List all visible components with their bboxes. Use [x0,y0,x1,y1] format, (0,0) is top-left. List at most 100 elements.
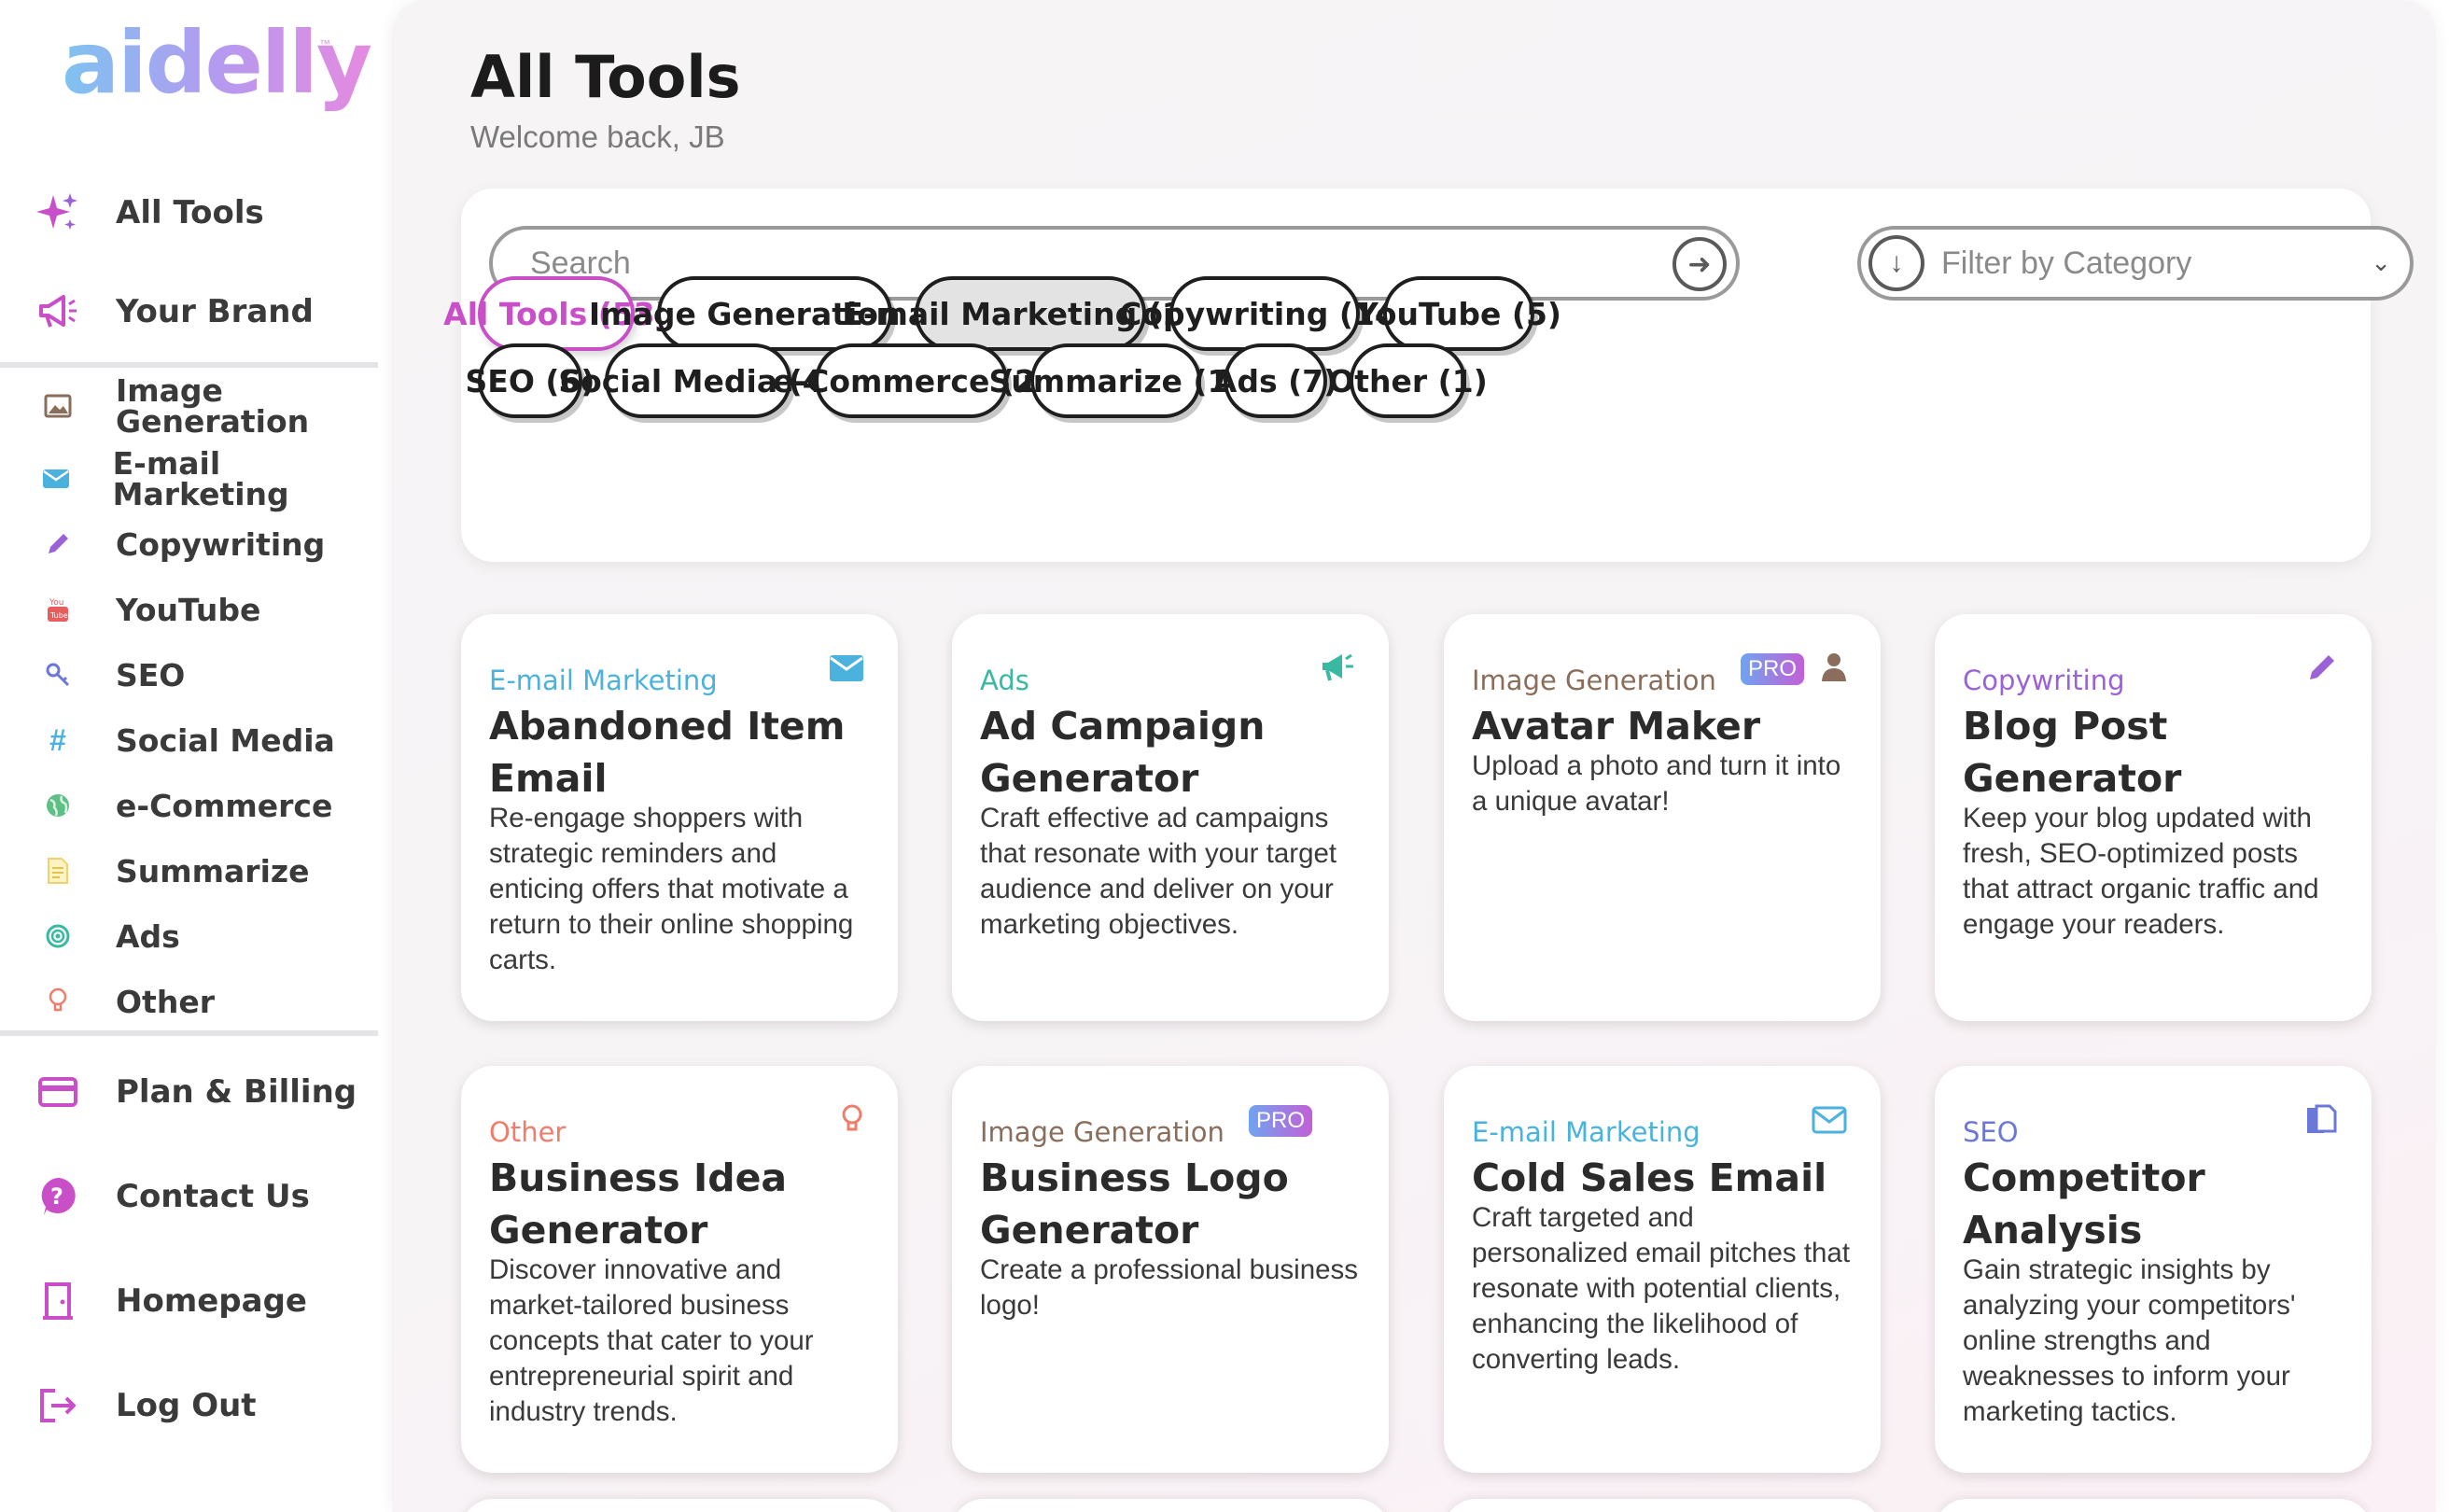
sidebar-item-youtube[interactable]: You Tube YouTube [0,584,392,635]
sparkles-icon [28,191,88,234]
sidebar-item-label: SEO [116,656,186,693]
filter-pill-other[interactable]: Other (1) [1328,343,1488,418]
filter-pill-seo[interactable]: SEO (6) [466,343,595,418]
card-description: Create a professional business logo! [980,1254,1359,1321]
card-title: Business Logo Generator [980,1155,1289,1253]
target-icon [28,923,88,949]
sidebar-item-contact-us[interactable]: ? Contact Us [0,1167,392,1226]
sidebar-item-label: All Tools [116,194,264,231]
tool-card-abandoned-item-email[interactable]: E-mail Marketing Abandoned Item Email Re… [461,614,898,1021]
filter-pill-email-marketing[interactable]: E-mail Marketing (11) [842,276,1219,351]
sidebar-item-label: Summarize [116,852,310,889]
lightbulb-icon [28,987,88,1015]
question-icon: ? [28,1176,88,1217]
aidelly-logo[interactable]: aidelly [62,13,372,113]
sidebar-item-label: Your Brand [116,293,314,330]
filter-pill-summarize[interactable]: Summarize (1) [988,343,1243,418]
tool-card-business-idea-generator[interactable]: Other Business Idea Generator Discover i… [461,1066,898,1473]
copy-icon [2304,1103,2338,1145]
tool-card-ad-campaign-generator[interactable]: Ads Ad Campaign Generator Craft effectiv… [952,614,1389,1021]
envelope-icon [829,651,864,691]
user-icon [1821,651,1847,691]
category-filter-select[interactable]: ↓ Filter by Category ⌄ [1857,226,2414,301]
card-description: Craft effective ad campaigns that resona… [980,803,1337,940]
card-title: Cold Sales Email [1472,1155,1827,1200]
card-title: Blog Post Generator [1963,704,2182,801]
card-title: Ad Campaign Generator [980,704,1266,801]
credit-card-icon [28,1077,88,1107]
tool-card-blog-post-generator[interactable]: Copywriting Blog Post Generator Keep you… [1935,614,2372,1021]
sidebar-item-summarize[interactable]: Summarize [0,846,392,896]
lightbulb-icon [840,1103,864,1145]
tool-card-business-logo-generator[interactable]: Image Generation PRO Business Logo Gener… [952,1066,1389,1473]
sidebar-item-label: Other [116,983,215,1020]
card-category: Other [489,1116,567,1148]
sidebar-item-ecommerce[interactable]: e-Commerce [0,780,392,831]
sidebar-item-your-brand[interactable]: Your Brand [0,282,392,342]
pencil-icon [28,531,88,557]
card-category: Image Generation [1472,665,1716,696]
document-icon [28,857,88,885]
card-title: Abandoned Item Email [489,704,846,801]
envelope-icon [28,469,85,489]
sidebar-divider [0,1030,378,1036]
main-content: All Tools Welcome back, JB ➜ ↓ Filter by… [392,0,2436,1512]
card-description: Re-engage shoppers with strategic remind… [489,803,854,975]
pro-badge: PRO [1741,653,1805,685]
pencil-icon [2306,651,2338,692]
search-input[interactable] [530,245,1631,282]
youtube-icon: You Tube [28,595,88,623]
card-description: Craft targeted and personalized email pi… [1472,1202,1851,1375]
tool-card-partial[interactable] [1444,1499,1881,1512]
filter-pill-image-generation[interactable]: Image Generation (2) [589,276,960,351]
arrow-right-icon: ➜ [1687,248,1712,280]
sidebar-item-homepage[interactable]: Homepage [0,1271,392,1331]
sidebar-item-email-marketing[interactable]: E-mail Marketing [0,448,392,510]
image-icon [28,394,88,418]
sidebar-item-social-media[interactable]: # Social Media [0,715,392,765]
card-description: Gain strategic insights by analyzing you… [1963,1254,2296,1427]
sidebar-item-log-out[interactable]: Log Out [0,1376,392,1435]
sidebar-item-label: Contact Us [116,1178,310,1215]
sidebar-item-label: Plan & Billing [116,1073,357,1111]
sidebar-item-all-tools[interactable]: All Tools [0,183,392,243]
chevron-down-icon: ⌄ [2371,248,2391,276]
sidebar-item-seo[interactable]: SEO [0,650,392,700]
sidebar-item-label: Homepage [116,1282,307,1320]
filter-pill-all-tools[interactable]: All Tools (53) [443,276,669,351]
filter-pill-youtube[interactable]: YouTube (5) [1356,276,1561,351]
page-title: All Tools [470,43,741,111]
card-description: Keep your blog updated with fresh, SEO-o… [1963,803,2319,940]
search-submit-button[interactable]: ➜ [1672,237,1727,291]
sidebar-item-image-generation[interactable]: Image Generation [0,373,392,439]
category-filter-value: Filter by Category [1941,245,2192,281]
sidebar-item-copywriting[interactable]: Copywriting [0,519,392,569]
tool-card-partial[interactable] [952,1499,1389,1512]
tool-card-competitor-analysis[interactable]: SEO Competitor Analysis Gain strategic i… [1935,1066,2372,1473]
card-title: Avatar Maker [1472,704,1761,749]
megaphone-icon [28,293,88,330]
door-icon [28,1281,88,1322]
filter-pill-ads[interactable]: Ads (7) [1213,343,1337,418]
card-category: Ads [980,665,1029,696]
sidebar-item-label: Log Out [116,1387,257,1424]
tool-card-partial[interactable] [461,1499,898,1512]
tool-card-cold-sales-email[interactable]: E-mail Marketing Cold Sales Email Craft … [1444,1066,1881,1473]
tool-card-avatar-maker[interactable]: Image Generation PRO Avatar Maker Upload… [1444,614,1881,1021]
logout-icon [28,1387,88,1424]
filter-pill-copywriting[interactable]: Copywriting (14) [1119,276,1410,351]
pro-badge: PRO [1249,1105,1313,1137]
megaphone-icon [1320,651,1355,692]
sidebar-item-ads[interactable]: Ads [0,911,392,961]
tool-card-partial[interactable] [1935,1499,2372,1512]
sidebar-item-other[interactable]: Other [0,976,392,1027]
welcome-subtitle: Welcome back, JB [470,119,725,154]
card-category: Image Generation [980,1116,1224,1148]
sidebar-item-label: Copywriting [116,525,326,563]
sidebar: aidelly ™ All Tools Your Brand Image Gen… [0,0,392,1512]
filter-pill-social-media[interactable]: Social Media (4) [558,343,838,418]
envelope-outline-icon [1812,1103,1847,1142]
sidebar-item-plan-billing[interactable]: Plan & Billing [0,1062,392,1122]
filter-pill-ecommerce[interactable]: e-Commerce (2) [773,343,1050,418]
card-category: SEO [1963,1116,2019,1148]
